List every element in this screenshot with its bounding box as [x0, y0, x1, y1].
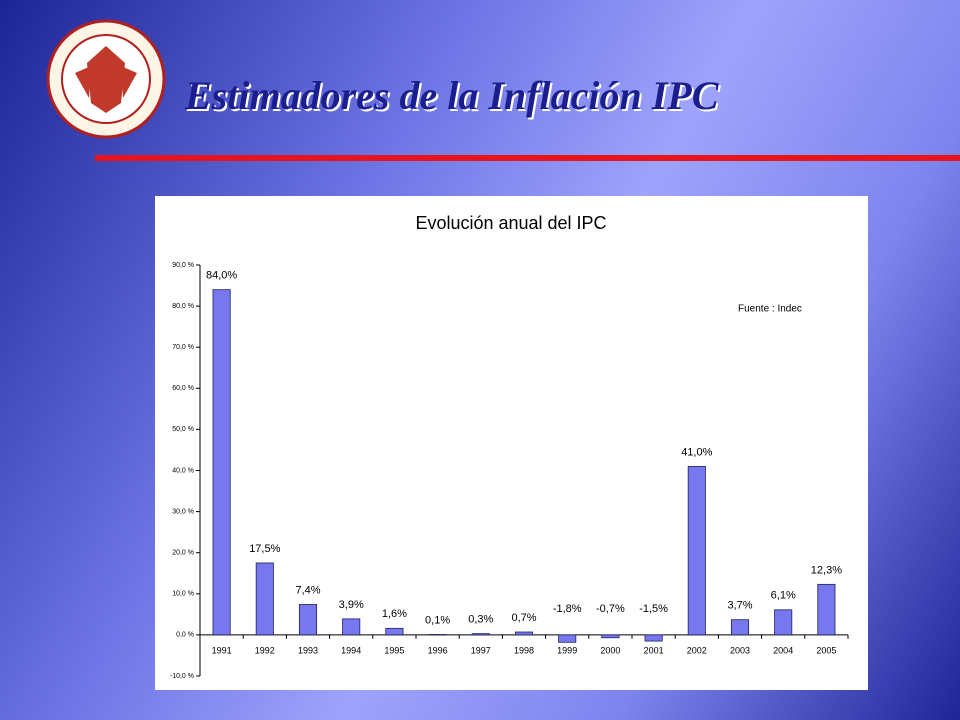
bar [212, 289, 231, 636]
x-tick-label: 2000 [600, 645, 620, 655]
value-label: -1,5% [639, 603, 668, 615]
chart-title: Evolución anual del IPC [415, 213, 606, 233]
y-tick-label: 80,0 % [172, 303, 194, 310]
value-label: 84,0% [206, 270, 237, 282]
chart: Evolución anual del IPC Fuente : Indec -… [155, 196, 868, 690]
y-tick-label: 30,0 % [172, 508, 194, 515]
x-tick-label: 1997 [471, 645, 491, 655]
bar [817, 583, 836, 636]
value-label: 3,9% [339, 599, 364, 611]
value-label: -1,8% [553, 603, 582, 615]
y-tick-label: 60,0 % [172, 385, 194, 392]
x-tick-label: 2003 [730, 645, 750, 655]
value-label: 17,5% [249, 543, 280, 555]
value-label: 6,1% [771, 590, 796, 602]
value-label: 41,0% [681, 446, 712, 458]
y-tick-label: 40,0 % [172, 467, 194, 474]
value-label: 0,1% [425, 614, 450, 626]
title-rule [95, 155, 960, 161]
x-tick-label: 1993 [298, 645, 318, 655]
y-tick-label: 0,0 % [176, 632, 194, 639]
x-tick-label: 1998 [514, 645, 534, 655]
value-label: 1,6% [382, 608, 407, 620]
x-tick-label: 1994 [341, 645, 361, 655]
slide-title: Estimadores de la Inflación IPC [185, 73, 719, 118]
value-label: 3,7% [727, 600, 752, 612]
y-tick-label: -10,0 % [170, 673, 194, 680]
y-tick-label: 50,0 % [172, 426, 194, 433]
y-tick-label: 90,0 % [172, 262, 194, 269]
y-tick-label: 70,0 % [172, 344, 194, 351]
x-tick-label: 1995 [384, 645, 404, 655]
bar [558, 634, 577, 643]
bar [730, 619, 750, 636]
value-label: 12,3% [811, 564, 842, 576]
x-tick-label: 2004 [773, 645, 793, 655]
value-label: -0,7% [596, 603, 625, 615]
bar [687, 465, 706, 636]
bar [385, 627, 404, 636]
source-note: Fuente : Indec [738, 304, 802, 315]
x-tick-label: 1999 [557, 645, 577, 655]
bar [644, 634, 663, 642]
value-label: 0,3% [468, 614, 493, 626]
bar [514, 631, 534, 636]
logo [46, 19, 166, 139]
y-tick-label: 10,0 % [172, 591, 194, 598]
bar [601, 634, 620, 639]
x-tick-label: 2005 [816, 645, 836, 655]
bar [471, 633, 490, 636]
value-label: 0,7% [511, 612, 536, 624]
bar [774, 609, 793, 636]
x-tick-label: 1991 [212, 645, 232, 655]
x-tick-label: 2002 [687, 645, 707, 655]
value-label: 7,4% [295, 584, 320, 596]
bar [298, 604, 318, 636]
x-tick-label: 2001 [644, 645, 664, 655]
bar [255, 562, 274, 636]
x-tick-label: 1996 [428, 645, 448, 655]
x-tick-label: 1992 [255, 645, 275, 655]
y-tick-label: 20,0 % [172, 550, 194, 557]
bar [342, 618, 361, 636]
